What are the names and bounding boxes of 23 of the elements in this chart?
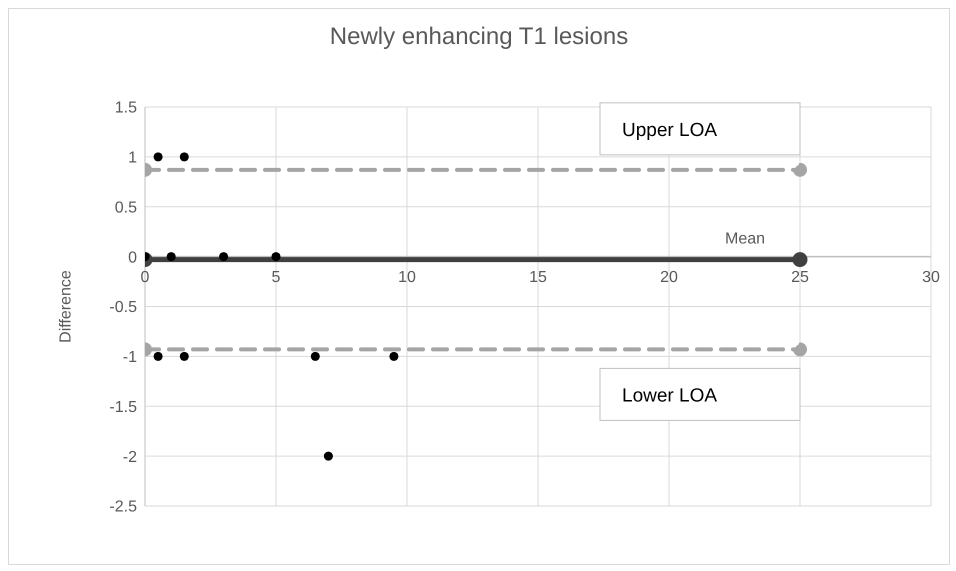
y-tick-label: 0 <box>128 249 138 266</box>
y-axis-title: Difference <box>58 270 75 343</box>
x-tick-label: 5 <box>272 269 281 286</box>
y-tick-label: -2.5 <box>109 498 138 516</box>
x-tick-label: 25 <box>791 269 809 286</box>
y-tick-label: -1 <box>122 349 138 366</box>
x-tick-label: 10 <box>398 269 416 286</box>
series-label: Mean <box>724 230 766 248</box>
x-tick-label: 0 <box>140 269 150 286</box>
y-tick-label: -1.5 <box>109 398 138 416</box>
series-label: Upper LOA <box>622 120 718 141</box>
callout-box: Lower LOA <box>600 368 800 421</box>
y-tick-label: 1.5 <box>114 100 138 117</box>
x-tick-label: 20 <box>660 269 678 286</box>
callout-box: Upper LOA <box>600 102 800 156</box>
x-tick-label: 30 <box>922 269 940 286</box>
y-tick-label: 1 <box>128 150 138 167</box>
chart-title: Newly enhancing T1 lesions <box>328 23 630 51</box>
series-label: Lower LOA <box>622 385 718 406</box>
y-tick-label: 0.5 <box>114 199 138 216</box>
y-tick-label: -0.5 <box>109 299 138 316</box>
y-tick-label: -2 <box>122 448 138 466</box>
x-tick-label: 15 <box>529 269 547 286</box>
